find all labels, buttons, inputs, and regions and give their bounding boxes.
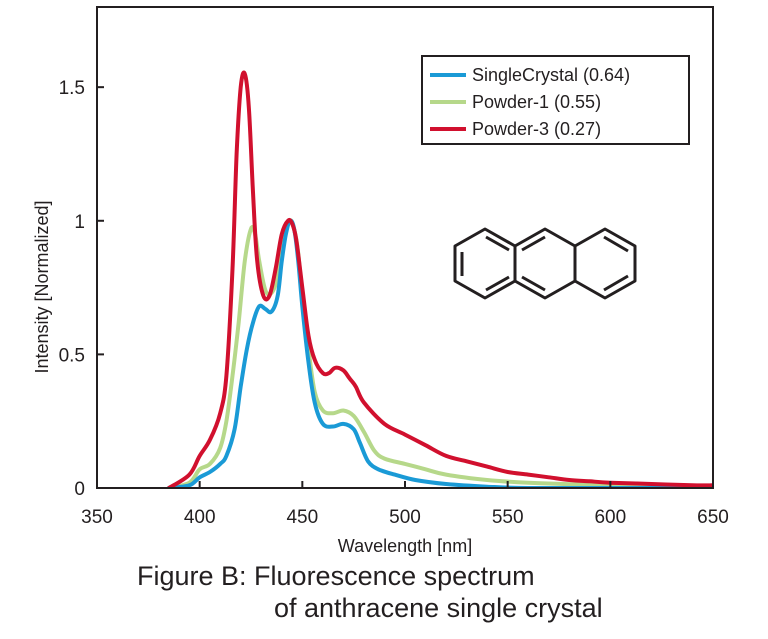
x-tick-label: 500 xyxy=(389,507,421,528)
x-tick-label: 550 xyxy=(492,507,524,528)
figure-caption-line-1: Figure B: Fluorescence spectrum xyxy=(137,561,535,591)
y-tick-label: 1.5 xyxy=(59,78,85,99)
legend-label-powder-1: Powder-1 (0.55) xyxy=(472,92,601,112)
x-axis-label: Wavelength [nm] xyxy=(338,536,472,556)
y-tick-label: 0 xyxy=(74,479,85,500)
series-layer xyxy=(166,70,713,488)
figure-caption-line-2: of anthracene single crystal xyxy=(274,593,603,623)
tick-layer: 350 400 450 500 550 600 650 0 0.5 1 1.5 xyxy=(59,78,729,528)
x-tick-label: 650 xyxy=(697,507,729,528)
x-tick-label: 600 xyxy=(594,507,626,528)
x-tick-label: 400 xyxy=(184,507,216,528)
x-tick-label: 450 xyxy=(286,507,318,528)
x-tick-label: 350 xyxy=(81,507,113,528)
legend-label-powder-3: Powder-3 (0.27) xyxy=(472,119,601,139)
y-tick-label: 1 xyxy=(74,212,85,233)
legend: SingleCrystal (0.64) Powder-1 (0.55) Pow… xyxy=(421,55,690,145)
anthracene-structure-icon xyxy=(453,227,637,300)
y-axis-label: Intensity [Normalized] xyxy=(32,200,52,373)
legend-box xyxy=(421,55,690,145)
series-line-powder-3 xyxy=(166,70,713,488)
y-tick-label: 0.5 xyxy=(59,345,85,366)
fluorescence-chart: 350 400 450 500 550 600 650 0 0.5 1 1.5 Wavelength… xyxy=(32,6,729,556)
series-line-powder-1 xyxy=(166,218,713,488)
series-line-singlecrystal xyxy=(166,218,713,488)
legend-label-singlecrystal: SingleCrystal (0.64) xyxy=(472,65,630,85)
